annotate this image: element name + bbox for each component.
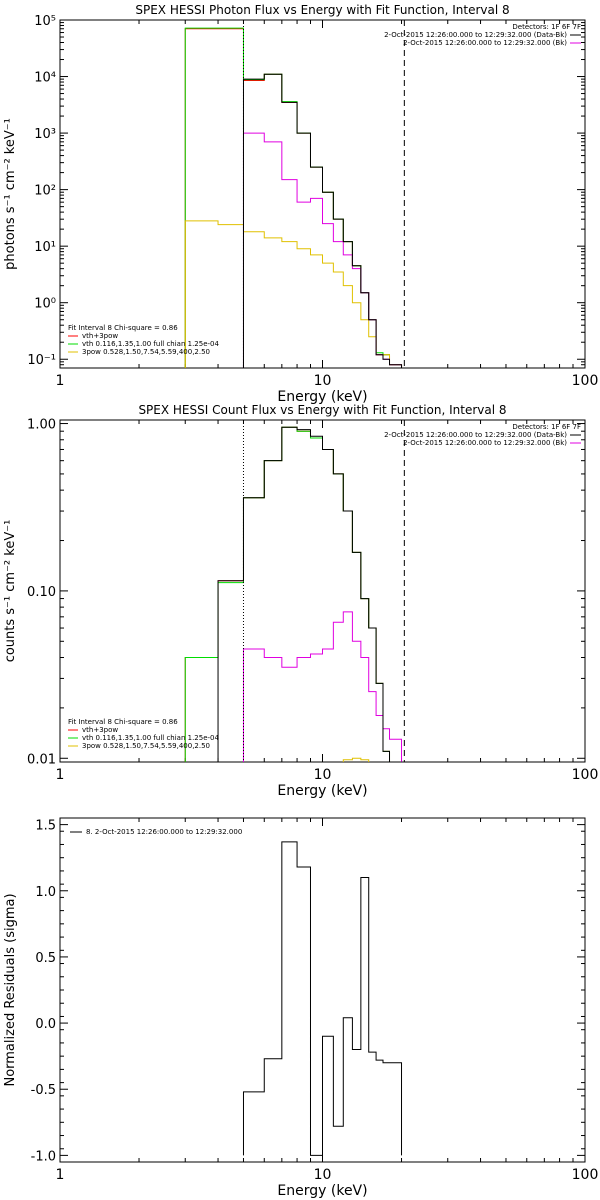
x-tick-label: 1 — [56, 1167, 65, 1183]
panel-count-flux: SPEX HESSI Count Flux vs Energy with Fit… — [3, 403, 598, 799]
y-tick-label: 10¹ — [34, 240, 56, 255]
x-tick-label: 100 — [572, 373, 599, 389]
y-tick-label: 1.5 — [35, 819, 56, 834]
legend-time-label: 2-Oct-2015 12:26:00.000 to 12:29:32.000 … — [384, 431, 567, 439]
panel-photon-flux: SPEX HESSI Photon Flux vs Energy with Fi… — [3, 3, 598, 405]
series-2-step-line — [342, 757, 370, 762]
y-tick-label: 0.01 — [27, 752, 56, 767]
x-tick-label: 100 — [572, 1167, 599, 1183]
x-tick-label: 10 — [314, 373, 332, 389]
y-tick-label: 10² — [34, 184, 56, 199]
x-axis-label: Energy (keV) — [277, 389, 367, 405]
y-tick-label: 0.10 — [27, 585, 56, 600]
legend-label: vth 0.116,1.35,1.00 full chian 1.25e-04 — [82, 340, 220, 348]
y-tick-label: -1.0 — [31, 1149, 56, 1164]
y-axis-label: counts s⁻¹ cm⁻² keV⁻¹ — [3, 520, 18, 663]
y-tick-label: 10⁰ — [34, 297, 56, 312]
x-tick-label: 1 — [56, 373, 65, 389]
legend-time-label: 2-Oct-2015 12:26:00.000 to 12:29:32.000 … — [403, 439, 567, 447]
legend-label: vth+3pow — [82, 332, 118, 340]
series-4-step-line — [217, 426, 402, 762]
series-4-step-line — [242, 73, 403, 368]
legend-detectors: Detectors: 1F 6F 7F — [512, 423, 581, 431]
series-3-step-line — [242, 611, 403, 762]
y-axis-label: Normalized Residuals (sigma) — [3, 893, 18, 1086]
y-tick-label: 0.0 — [35, 1017, 56, 1032]
y-tick-label: 10⁵ — [34, 14, 56, 29]
plot-frame — [59, 19, 586, 369]
chart-title: SPEX HESSI Count Flux vs Energy with Fit… — [138, 403, 506, 417]
y-tick-label: 10⁴ — [34, 71, 56, 86]
y-axis-label: photons s⁻¹ cm⁻² keV⁻¹ — [3, 118, 18, 270]
legend-label: vth+3pow — [82, 726, 118, 734]
x-tick-label: 10 — [314, 767, 332, 783]
legend-header: Fit Interval 8 Chi-square = 0.86 — [68, 718, 178, 726]
x-tick-label: 100 — [572, 767, 599, 783]
legend-label: 3pow 0.528,1.50,7.54,5.59,400,2.50 — [82, 348, 210, 356]
legend-header: Fit Interval 8 Chi-square = 0.86 — [68, 324, 178, 332]
plot-frame — [59, 419, 586, 763]
x-axis-label: Energy (keV) — [277, 1183, 367, 1199]
x-tick-label: 10 — [314, 1167, 332, 1183]
y-tick-label: 1.0 — [35, 885, 56, 900]
legend-time-label: 2-Oct-2015 12:26:00.000 to 12:29:32.000 … — [403, 39, 567, 47]
series-0-step-line — [242, 841, 403, 1156]
y-tick-label: 10⁻¹ — [27, 353, 56, 368]
y-tick-label: -0.5 — [31, 1083, 56, 1098]
x-axis-label: Energy (keV) — [277, 783, 367, 799]
panel-residuals: 1 10 100 -1.0 -0.5 0.0 0.5 1.0 1.5 Energy (keV) No… — [3, 817, 599, 1199]
x-tick-label: 1 — [56, 767, 65, 783]
legend-label: 3pow 0.528,1.50,7.54,5.59,400,2.50 — [82, 742, 210, 750]
y-tick-label: 10³ — [34, 127, 56, 142]
legend-label: vth 0.116,1.35,1.00 full chian 1.25e-04 — [82, 734, 220, 742]
y-tick-label: 1.00 — [27, 418, 56, 433]
legend-time-label: 2-Oct-2015 12:26:00.000 to 12:29:32.000 … — [384, 31, 567, 39]
legend-detectors: Detectors: 1F 6F 7F — [512, 23, 581, 31]
legend-label: 8. 2-Oct-2015 12:26:00.000 to 12:29:32.0… — [86, 828, 242, 836]
chart-title: SPEX HESSI Photon Flux vs Energy with Fi… — [135, 3, 509, 17]
y-tick-label: 0.5 — [35, 951, 56, 966]
